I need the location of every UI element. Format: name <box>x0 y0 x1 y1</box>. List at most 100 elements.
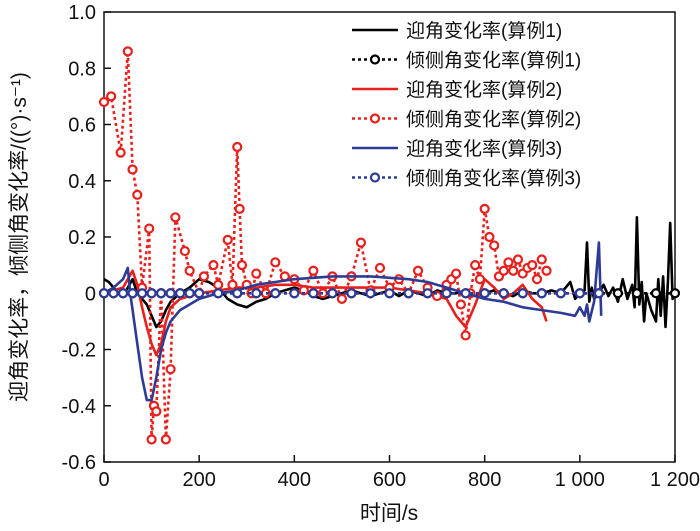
data-point <box>650 288 662 299</box>
data-point <box>227 279 238 290</box>
legend-item: 倾侧角变化率(算例3) <box>352 168 581 190</box>
data-point <box>508 265 519 276</box>
data-point <box>470 260 481 271</box>
data-point <box>593 288 604 299</box>
data-point <box>146 288 157 299</box>
data-point <box>132 189 143 200</box>
data-point <box>270 257 281 268</box>
legend-label: 倾侧角变化率(算例1) <box>406 50 581 72</box>
data-point <box>669 288 681 299</box>
legend-marker <box>369 113 381 124</box>
data-point <box>222 234 233 245</box>
data-point <box>489 240 500 251</box>
data-point <box>531 274 543 285</box>
data-point <box>108 288 119 299</box>
legend-label: 迎角变化率(算例3) <box>406 138 562 160</box>
data-point <box>479 203 490 214</box>
x-tick-label: 800 <box>468 469 501 491</box>
data-point <box>236 260 248 271</box>
y-axis-ticks: -0.6 -0.4 -0.2 0 0.2 0.4 0.6 0.8 1.0 <box>62 2 111 474</box>
data-point <box>355 237 367 248</box>
data-point <box>460 330 471 341</box>
legend-item: 迎角变化率(算例2) <box>352 79 562 101</box>
data-point <box>403 288 414 299</box>
y-tick-label: 0.4 <box>68 171 96 193</box>
data-point <box>512 254 524 265</box>
data-point <box>455 299 466 310</box>
y-tick-label: -0.6 <box>62 452 96 474</box>
data-point <box>308 288 319 299</box>
legend-marker <box>369 54 381 65</box>
data-point <box>117 288 129 299</box>
data-point <box>127 164 138 175</box>
legend-label: 倾侧角变化率(算例3) <box>406 168 581 190</box>
data-point <box>365 288 376 299</box>
data-point <box>198 271 210 282</box>
x-tick-label: 1 000 <box>555 469 605 491</box>
data-point <box>536 254 547 265</box>
data-point <box>98 96 110 108</box>
data-point <box>179 245 190 257</box>
data-point <box>234 203 245 214</box>
data-point <box>498 288 509 299</box>
data-point <box>122 46 133 57</box>
x-tick-label: 200 <box>182 469 215 491</box>
data-point <box>474 274 486 285</box>
legend-label: 倾侧角变化率(算例2) <box>406 109 581 131</box>
data-point <box>374 262 386 274</box>
y-tick-label: 0.6 <box>68 115 96 137</box>
data-point <box>460 288 471 299</box>
data-point <box>156 288 167 299</box>
data-point <box>536 288 547 299</box>
data-point <box>412 265 424 276</box>
data-point <box>213 279 224 290</box>
y-tick-label: 1.0 <box>68 2 96 24</box>
x-axis-label: 时间/s <box>360 502 418 525</box>
legend-label: 迎角变化率(算例2) <box>406 79 562 101</box>
x-tick-label: 0 <box>98 469 109 491</box>
data-point <box>517 288 528 299</box>
x-axis-ticks: 0 200 400 600 800 1 000 1 200 <box>98 455 700 491</box>
data-point <box>106 91 117 102</box>
series-5 <box>103 241 603 402</box>
data-point <box>346 288 357 299</box>
legend-label: 迎角变化率(算例1) <box>406 20 562 42</box>
series-4 <box>98 46 552 445</box>
data-point <box>208 260 219 271</box>
data-point <box>184 265 195 276</box>
data-point <box>144 223 155 234</box>
y-tick-label: 0.8 <box>68 58 96 80</box>
y-tick-label: 0 <box>85 283 96 305</box>
data-point <box>160 434 171 445</box>
data-point <box>175 288 186 299</box>
data-point <box>251 268 262 279</box>
data-point <box>479 288 490 299</box>
data-point <box>213 288 224 299</box>
data-point <box>232 141 243 153</box>
legend-item: 迎角变化率(算例3) <box>352 138 562 160</box>
data-point <box>327 288 338 299</box>
data-point <box>170 212 181 223</box>
series-3 <box>103 269 548 357</box>
data-point <box>503 257 514 268</box>
y-tick-label: 0.2 <box>68 227 96 249</box>
data-point <box>165 288 176 299</box>
series-line <box>103 269 548 357</box>
y-tick-label: -0.4 <box>62 396 96 418</box>
x-tick-label: 400 <box>278 469 311 491</box>
data-point <box>484 231 495 243</box>
x-tick-label: 600 <box>373 469 406 491</box>
data-point <box>127 288 138 299</box>
y-tick-label: -0.2 <box>62 340 96 362</box>
data-point <box>384 288 395 299</box>
data-point <box>498 265 509 276</box>
data-point <box>232 288 243 299</box>
data-point <box>194 288 205 299</box>
data-point <box>251 288 262 299</box>
data-point <box>336 293 348 304</box>
data-point <box>146 434 157 445</box>
data-point <box>308 265 319 276</box>
x-tick-label: 1 200 <box>650 469 700 491</box>
